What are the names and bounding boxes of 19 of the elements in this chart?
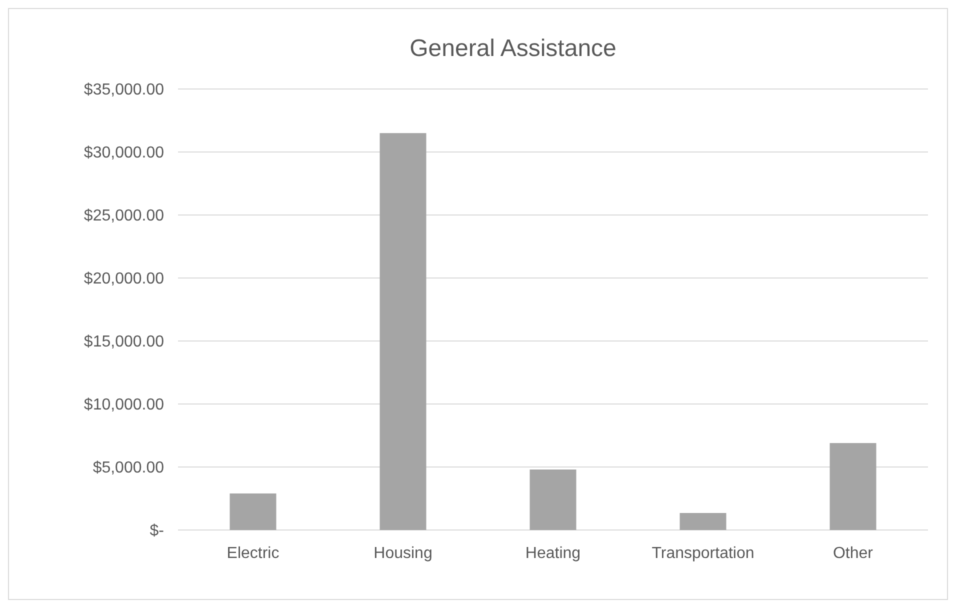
- y-tick-label: $25,000.00: [84, 208, 164, 225]
- bar: [530, 470, 576, 530]
- x-tick-label: Transportation: [652, 545, 754, 562]
- x-tick-label: Electric: [226, 545, 280, 562]
- y-tick-label: $35,000.00: [84, 82, 164, 99]
- bar: [830, 443, 876, 530]
- chart-title: General Assistance: [410, 35, 616, 62]
- bar: [380, 133, 426, 530]
- bar: [230, 493, 276, 530]
- y-tick-label: $15,000.00: [84, 334, 164, 351]
- x-tick-label: Heating: [525, 545, 581, 562]
- y-tick-label: $10,000.00: [84, 396, 164, 414]
- y-tick-label: $5,000.00: [92, 460, 164, 477]
- x-tick-label: Other: [832, 545, 874, 562]
- y-tick-label: $-: [150, 522, 164, 540]
- y-tick-label: $30,000.00: [84, 144, 164, 162]
- bar: [680, 512, 726, 530]
- y-tick-label: $20,000.00: [84, 270, 164, 288]
- x-tick-label: Housing: [374, 545, 432, 562]
